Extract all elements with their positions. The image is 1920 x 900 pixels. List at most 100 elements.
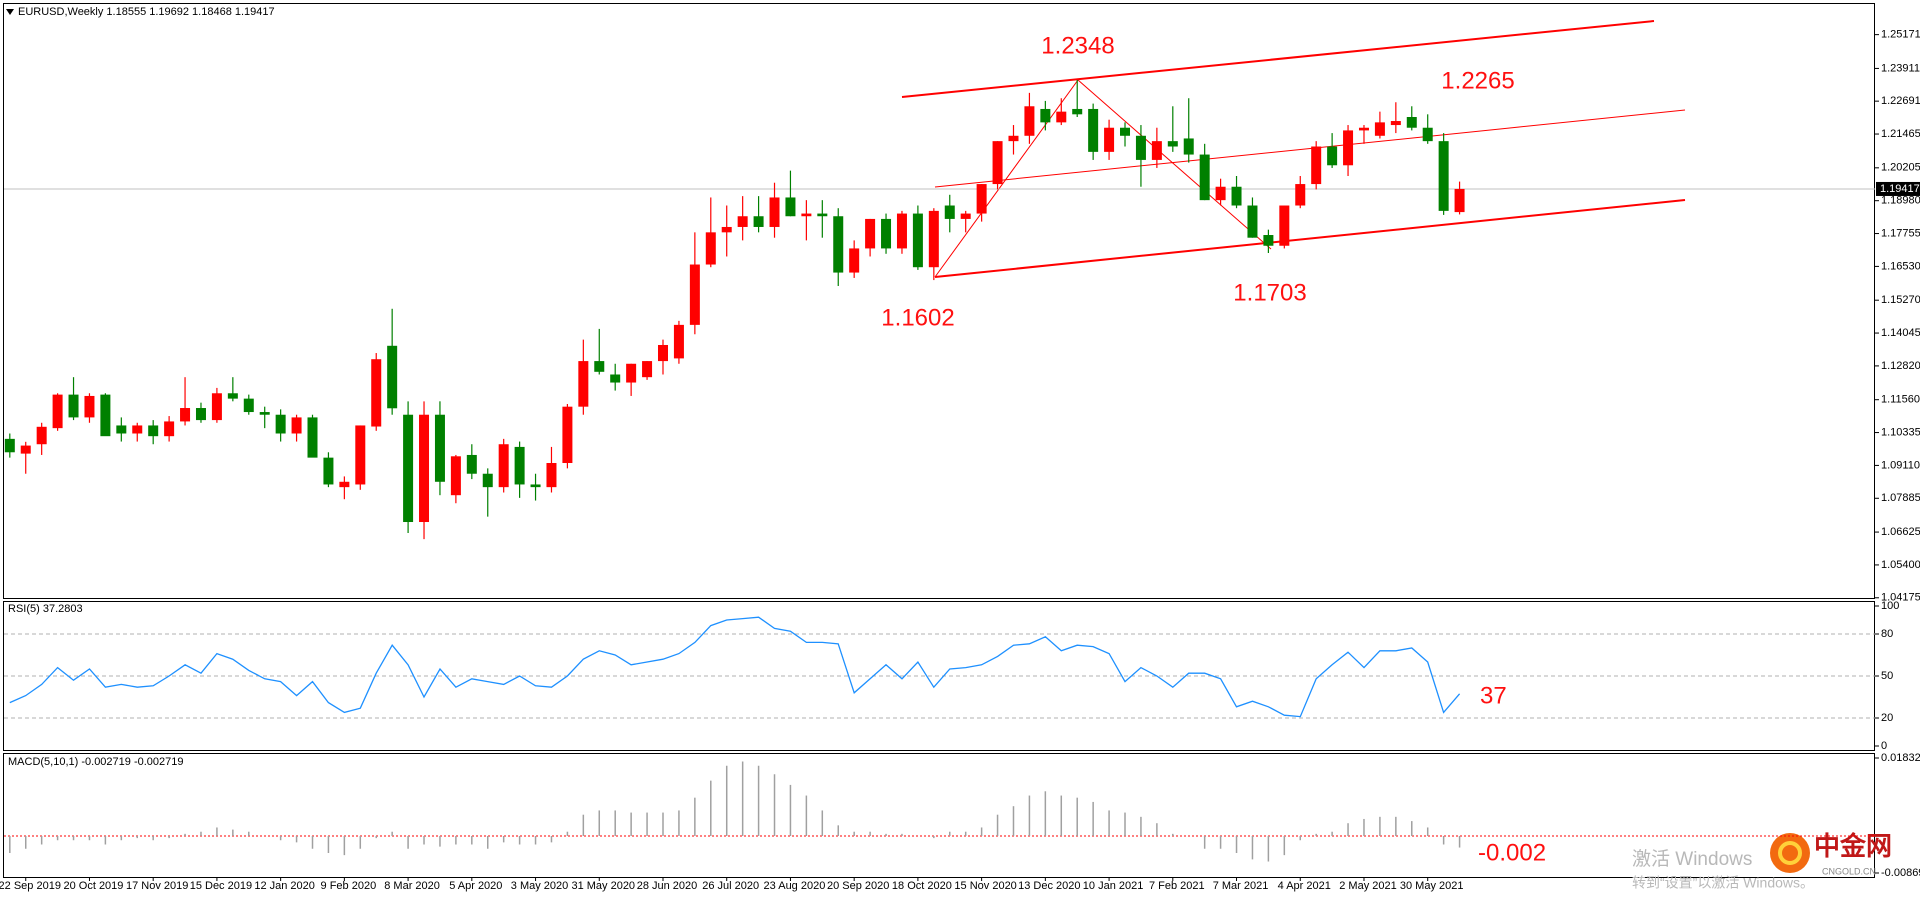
candle-body [387, 345, 398, 409]
annotation: -0.002 [1478, 839, 1546, 866]
candle-body [514, 446, 525, 485]
x-tick-label: 28 Jun 2020 [637, 880, 698, 892]
x-tick-label: 15 Nov 2020 [954, 880, 1016, 892]
candle-body [817, 213, 828, 217]
x-tick-label: 20 Sep 2020 [827, 880, 889, 892]
y-tick-label: 1.18980 [1881, 195, 1920, 207]
candle-body [1104, 127, 1115, 152]
candle-body [434, 414, 445, 482]
candle-body [482, 473, 493, 488]
candle-body [403, 414, 414, 523]
candle-body [1135, 135, 1146, 160]
candle-body [1024, 106, 1035, 136]
annotation: 1.2348 [1041, 32, 1114, 59]
candle-body [419, 414, 430, 523]
y-tick-label: 1.14045 [1881, 327, 1920, 339]
logo-icon [1770, 833, 1810, 873]
y-tick-label: 20 [1881, 712, 1893, 724]
candle-body [211, 393, 222, 421]
candle-body [546, 463, 557, 488]
candle-body [785, 197, 796, 217]
y-tick-label: -0.008698 [1881, 867, 1920, 879]
candle-body [180, 408, 191, 422]
x-tick-label: 18 Oct 2020 [892, 880, 952, 892]
candle-body [100, 394, 111, 437]
price-panel [3, 3, 1875, 599]
channel-middle [934, 109, 1686, 188]
x-tick-label: 8 Mar 2020 [384, 880, 440, 892]
logo-site: CNGOLD.CN [1822, 866, 1876, 876]
y-tick-label: 1.21465 [1881, 128, 1920, 140]
candle-body [1358, 127, 1369, 131]
y-tick-label: 1.05400 [1881, 559, 1920, 571]
candle-body [371, 359, 382, 427]
candle-body [1008, 135, 1019, 142]
candle-body [1390, 121, 1401, 126]
x-tick-label: 4 Apr 2021 [1278, 880, 1331, 892]
y-tick-label: 1.15270 [1881, 294, 1920, 306]
candle-body [562, 406, 573, 464]
x-tick-label: 13 Dec 2020 [1018, 880, 1080, 892]
candle-body [1056, 111, 1067, 123]
candle-body [1311, 146, 1322, 185]
y-tick-label: 1.04175 [1881, 592, 1920, 604]
y-tick-label: 80 [1881, 628, 1893, 640]
annotation: 1.1602 [881, 304, 954, 331]
menu-triangle[interactable] [6, 9, 14, 15]
x-tick-label: 10 Jan 2021 [1083, 880, 1144, 892]
candle-body [291, 417, 302, 434]
last-price-box [1876, 181, 1920, 196]
candle-body [1199, 154, 1210, 201]
y-tick-label: 0 [1881, 740, 1887, 752]
x-tick-label: 3 May 2020 [511, 880, 568, 892]
candle-body [530, 484, 541, 488]
candle-body [833, 216, 844, 273]
candle-body [84, 395, 95, 418]
y-tick-label: 50 [1881, 670, 1893, 682]
last-price-label: 1.19417 [1880, 183, 1920, 195]
candle-body [801, 213, 812, 217]
x-tick-label: 9 Feb 2020 [321, 880, 377, 892]
y-tick-label: 1.12820 [1881, 360, 1920, 372]
candle-body [1120, 127, 1131, 136]
candle-body [1040, 108, 1051, 123]
candle-body [1215, 186, 1226, 201]
candle-body [1183, 138, 1194, 155]
candle-body [626, 363, 637, 383]
candle-body [1406, 117, 1417, 128]
macd-title: MACD(5,10,1) -0.002719 -0.002719 [8, 756, 184, 768]
candle-body [466, 454, 477, 474]
candle-body [52, 394, 63, 429]
candle-body [227, 393, 238, 399]
candle-body [36, 426, 47, 445]
y-tick-label: 100 [1881, 600, 1899, 612]
candle-body [498, 444, 509, 488]
candle-body [753, 216, 764, 227]
x-tick-label: 22 Sep 2019 [0, 880, 61, 892]
candle-body [148, 425, 159, 437]
candle-body [132, 425, 143, 434]
candle-body [323, 457, 334, 485]
y-tick-label: 1.25171 [1881, 29, 1920, 41]
y-tick-label: 1.23911 [1881, 62, 1920, 74]
y-tick-label: 1.11560 [1881, 394, 1920, 406]
candle-body [164, 421, 175, 437]
candle-body [1374, 122, 1385, 136]
candle-body [20, 445, 31, 454]
x-tick-label: 26 Jul 2020 [702, 880, 759, 892]
candle-body [976, 184, 987, 214]
candle-body [307, 417, 318, 458]
candle-body [673, 324, 684, 359]
candle-body [1088, 108, 1099, 152]
x-tick-label: 31 May 2020 [571, 880, 635, 892]
logo-icon-ring [1778, 841, 1802, 865]
candle-body [912, 213, 923, 268]
candle-body [450, 456, 461, 496]
x-tick-label: 5 Apr 2020 [449, 880, 502, 892]
y-tick-label: 1.10335 [1881, 426, 1920, 438]
x-tick-label: 7 Mar 2021 [1213, 880, 1269, 892]
candle-body [689, 264, 700, 325]
candle-body [1327, 146, 1338, 166]
